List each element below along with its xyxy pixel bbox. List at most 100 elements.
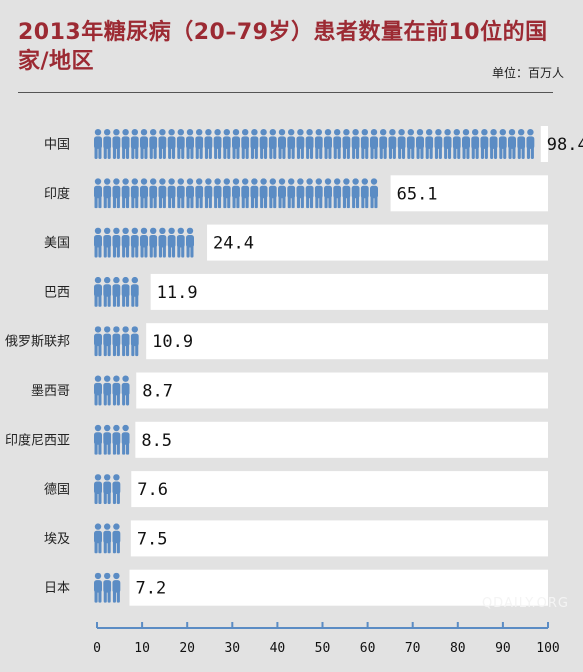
value-label: 65.1 xyxy=(397,184,438,204)
person-icon xyxy=(176,227,185,258)
x-tick-label: 20 xyxy=(179,641,195,656)
person-icon xyxy=(425,129,434,159)
person-icon xyxy=(94,424,102,455)
title-block: 2013年糖尿病（20–79岁）患者数量在前10位的国家/地区 单位：百万人 xyxy=(18,18,566,80)
person-icon xyxy=(140,227,148,258)
bar-row: 埃及 7.5 xyxy=(44,520,548,557)
value-label: 7.6 xyxy=(137,480,168,500)
bar xyxy=(94,523,121,554)
person-icon xyxy=(121,424,130,455)
person-icon xyxy=(103,572,112,603)
person-icon xyxy=(287,129,296,159)
person-icon xyxy=(112,178,121,209)
category-label: 埃及 xyxy=(44,532,70,547)
bar xyxy=(94,276,139,307)
person-icon xyxy=(167,227,176,258)
person-icon xyxy=(526,129,535,159)
x-tick-label: 90 xyxy=(495,641,511,656)
category-label: 日本 xyxy=(44,581,70,596)
person-icon xyxy=(241,178,250,209)
person-icon xyxy=(370,178,378,209)
person-icon xyxy=(232,178,240,209)
bar xyxy=(94,424,130,455)
bar xyxy=(94,227,194,258)
person-icon xyxy=(94,276,102,307)
person-icon xyxy=(103,375,112,406)
person-icon xyxy=(324,178,332,209)
person-icon xyxy=(204,129,213,159)
person-icon xyxy=(121,178,130,209)
person-icon xyxy=(103,178,112,209)
category-label: 俄罗斯联邦 xyxy=(5,335,70,350)
person-icon xyxy=(94,375,102,406)
bar xyxy=(94,375,130,406)
value-label-box xyxy=(136,372,548,409)
person-icon xyxy=(186,129,194,159)
bar-row: 德国 7.6 xyxy=(44,471,548,508)
person-icon xyxy=(342,129,351,159)
person-icon xyxy=(296,178,305,209)
person-icon xyxy=(176,178,185,209)
person-icon xyxy=(250,129,259,159)
person-icon xyxy=(167,178,176,209)
person-icon xyxy=(112,424,121,455)
person-icon xyxy=(121,375,130,406)
person-icon xyxy=(158,178,167,209)
bar xyxy=(94,178,378,209)
person-icon xyxy=(278,129,286,159)
person-icon xyxy=(121,129,130,159)
title-rule xyxy=(18,92,553,93)
person-icon xyxy=(213,129,222,159)
person-icon xyxy=(140,129,148,159)
category-label: 美国 xyxy=(44,236,70,251)
person-icon xyxy=(232,129,240,159)
person-icon xyxy=(149,129,158,159)
person-icon xyxy=(498,129,507,159)
person-icon xyxy=(324,129,332,159)
person-icon xyxy=(94,178,102,209)
person-icon xyxy=(130,326,139,357)
value-label: 11.9 xyxy=(157,283,198,303)
value-label: 98.4 xyxy=(547,135,583,155)
person-icon xyxy=(121,276,130,307)
person-icon xyxy=(489,129,498,159)
person-icon xyxy=(370,129,378,159)
bar-row: 印度 65.1 xyxy=(44,175,548,212)
category-label: 中国 xyxy=(44,138,70,153)
value-label-box xyxy=(129,569,549,606)
person-icon xyxy=(112,572,121,603)
person-icon xyxy=(296,129,305,159)
person-icon xyxy=(121,227,130,258)
person-icon xyxy=(167,129,176,159)
person-icon xyxy=(130,276,139,307)
person-icon xyxy=(195,129,204,159)
person-icon xyxy=(314,129,323,159)
person-icon xyxy=(158,227,167,258)
person-icon xyxy=(103,474,112,505)
x-tick-label: 0 xyxy=(93,641,101,656)
person-icon xyxy=(186,178,194,209)
person-icon xyxy=(130,178,139,209)
category-label: 德国 xyxy=(44,483,70,498)
person-icon xyxy=(112,375,121,406)
value-label: 8.5 xyxy=(141,431,172,451)
person-icon xyxy=(452,129,461,159)
person-icon xyxy=(508,129,516,159)
person-icon xyxy=(462,129,470,159)
bar-row: 俄罗斯联邦 10.9 xyxy=(5,323,548,360)
person-icon xyxy=(112,474,121,505)
person-icon xyxy=(406,129,415,159)
person-icon xyxy=(130,227,139,258)
person-icon xyxy=(103,227,112,258)
person-icon xyxy=(103,326,112,357)
person-icon xyxy=(112,523,121,554)
value-label: 7.2 xyxy=(135,579,166,599)
person-icon xyxy=(94,129,102,159)
x-tick-label: 50 xyxy=(315,641,331,656)
person-icon xyxy=(268,129,277,159)
value-label: 8.7 xyxy=(142,382,173,402)
person-icon xyxy=(103,129,112,159)
person-icon xyxy=(351,129,360,159)
person-icon xyxy=(149,178,158,209)
